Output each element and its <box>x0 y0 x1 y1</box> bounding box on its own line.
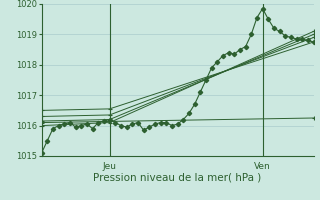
X-axis label: Pression niveau de la mer( hPa ): Pression niveau de la mer( hPa ) <box>93 173 262 183</box>
Text: Ven: Ven <box>254 162 271 171</box>
Text: Jeu: Jeu <box>103 162 116 171</box>
